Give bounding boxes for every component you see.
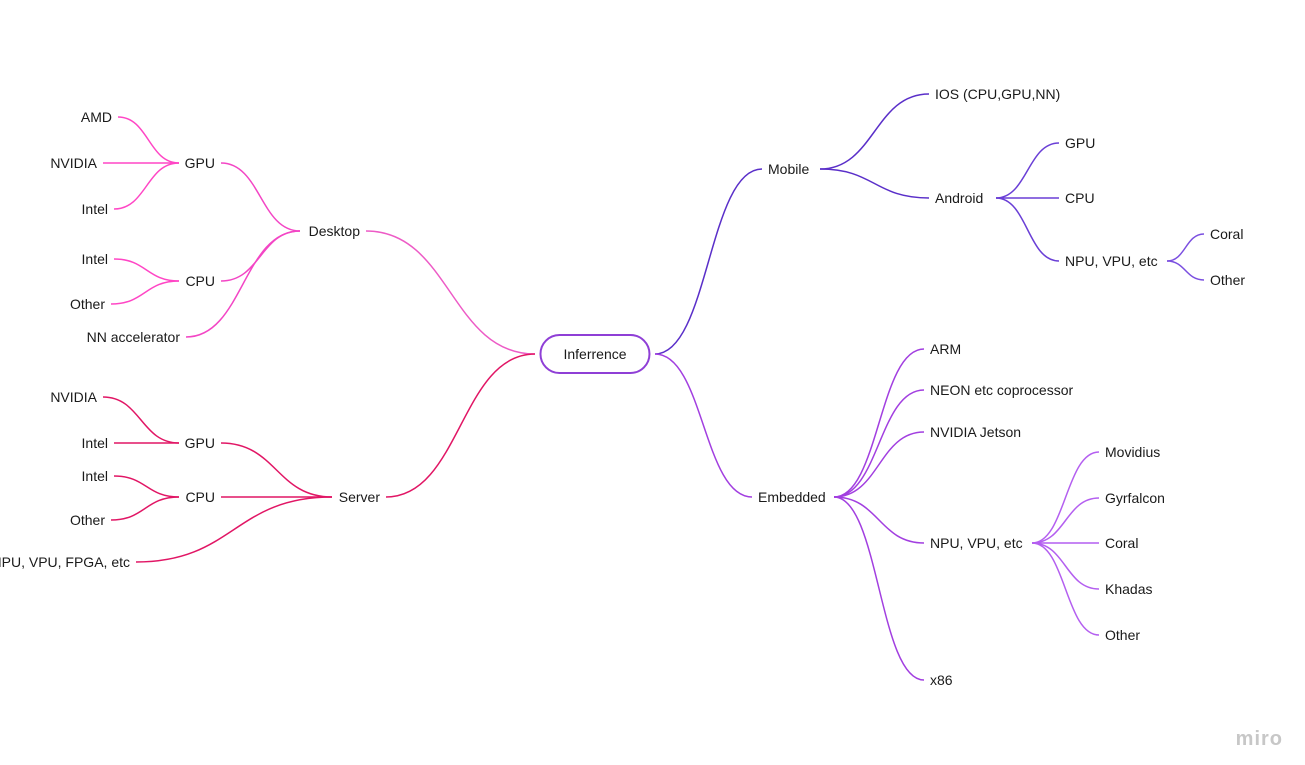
edge-embedded-e_arm	[834, 349, 924, 497]
edge-root-embedded	[655, 354, 752, 497]
node-e_npu_coral: Coral	[1105, 535, 1138, 551]
node-s_cpu: CPU	[185, 489, 215, 505]
node-s_cpu_other: Other	[70, 512, 105, 528]
node-e_npu: NPU, VPU, etc	[930, 535, 1023, 551]
edge-e_npu-e_npu_kha	[1032, 543, 1099, 589]
node-e_npu_gyr: Gyrfalcon	[1105, 490, 1165, 506]
edge-root-server	[386, 354, 535, 497]
node-e_npu_mov: Movidius	[1105, 444, 1160, 460]
node-s_gpu_nvidia: NVIDIA	[50, 389, 97, 405]
edge-e_npu-e_npu_mov	[1032, 452, 1099, 543]
node-embedded: Embedded	[758, 489, 826, 505]
node-d_cpu_other: Other	[70, 296, 105, 312]
node-s_gpu: GPU	[185, 435, 215, 451]
edge-e_npu-e_npu_gyr	[1032, 498, 1099, 543]
node-m_a_gpu: GPU	[1065, 135, 1095, 151]
edge-server-s_acc	[136, 497, 332, 562]
edge-s_gpu-s_gpu_nvidia	[103, 397, 179, 443]
node-s_acc: TPU, NPU, VPU, FPGA, etc	[0, 554, 130, 570]
edge-m_a_npu-m_a_npu_other	[1167, 261, 1204, 280]
node-d_gpu_nvidia: NVIDIA	[50, 155, 97, 171]
mindmap-edges	[0, 0, 1305, 765]
node-d_cpu: CPU	[185, 273, 215, 289]
node-m_android: Android	[935, 190, 983, 206]
edge-s_cpu-s_cpu_intel	[114, 476, 179, 497]
edge-d_cpu-d_cpu_other	[111, 281, 179, 304]
node-m_a_npu: NPU, VPU, etc	[1065, 253, 1158, 269]
node-d_gpu: GPU	[185, 155, 215, 171]
edge-root-mobile	[655, 169, 762, 354]
node-mobile: Mobile	[768, 161, 809, 177]
node-m_a_cpu: CPU	[1065, 190, 1095, 206]
node-server: Server	[339, 489, 380, 505]
node-e_npu_kha: Khadas	[1105, 581, 1152, 597]
edge-d_gpu-d_gpu_intel	[114, 163, 179, 209]
edge-m_android-m_a_npu	[996, 198, 1059, 261]
edge-desktop-d_gpu	[221, 163, 300, 231]
edge-mobile-m_android	[820, 169, 929, 198]
node-s_gpu_intel: Intel	[82, 435, 108, 451]
edge-m_android-m_a_gpu	[996, 143, 1059, 198]
node-d_nna: NN accelerator	[87, 329, 180, 345]
edge-e_npu-e_npu_other	[1032, 543, 1099, 635]
edge-d_gpu-d_gpu_amd	[118, 117, 179, 163]
node-m_a_npu_other: Other	[1210, 272, 1245, 288]
edge-embedded-e_x86	[834, 497, 924, 680]
node-desktop: Desktop	[309, 223, 360, 239]
node-e_npu_other: Other	[1105, 627, 1140, 643]
edge-s_cpu-s_cpu_other	[111, 497, 179, 520]
edge-mobile-m_ios	[820, 94, 929, 169]
edge-server-s_gpu	[221, 443, 332, 497]
node-d_cpu_intel: Intel	[82, 251, 108, 267]
node-s_cpu_intel: Intel	[82, 468, 108, 484]
node-e_x86: x86	[930, 672, 953, 688]
node-e_neon: NEON etc coprocessor	[930, 382, 1073, 398]
edge-root-desktop	[366, 231, 535, 354]
watermark: miro	[1236, 728, 1283, 751]
root-label: Inferrence	[563, 346, 626, 362]
node-e_arm: ARM	[930, 341, 961, 357]
node-e_jetson: NVIDIA Jetson	[930, 424, 1021, 440]
node-d_gpu_intel: Intel	[82, 201, 108, 217]
root-node: Inferrence	[539, 334, 650, 374]
edge-m_a_npu-m_a_npu_coral	[1167, 234, 1204, 261]
node-m_a_npu_coral: Coral	[1210, 226, 1243, 242]
edge-d_cpu-d_cpu_intel	[114, 259, 179, 281]
node-d_gpu_amd: AMD	[81, 109, 112, 125]
edge-embedded-e_neon	[834, 390, 924, 497]
node-m_ios: IOS (CPU,GPU,NN)	[935, 86, 1060, 102]
